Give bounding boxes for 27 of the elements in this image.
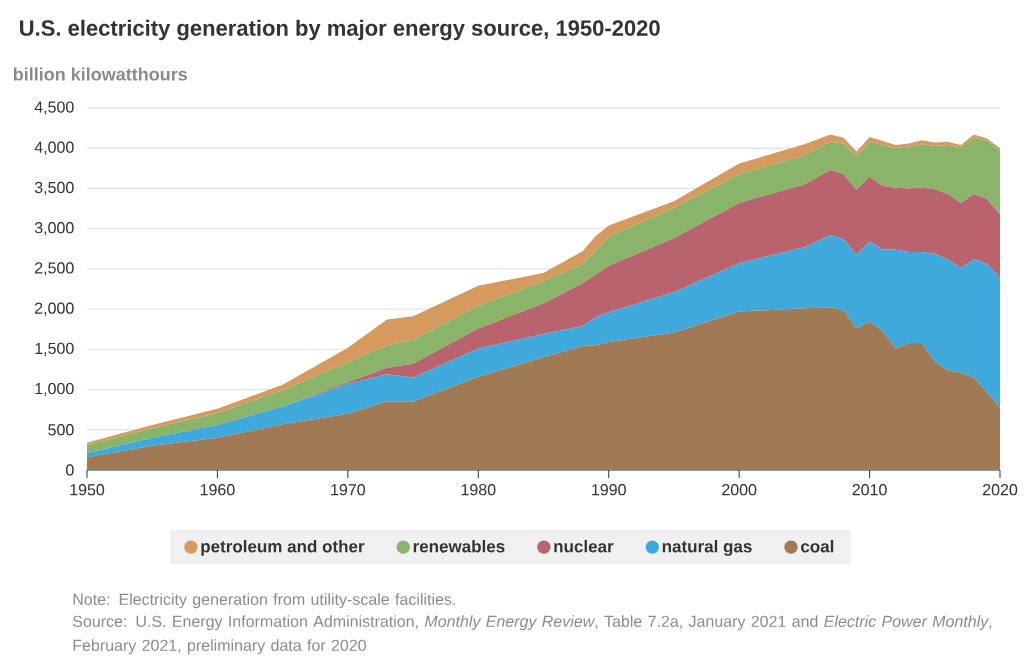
x-tick-label: 1960 [200,484,235,496]
y-tick-label: 500 [48,424,74,436]
x-tick-label: 2000 [722,484,757,496]
text: Source: U.S. Energy Information Administration, Monthly Energy Review, Table 7.2a, January 2021 and Electric Power Monthly, February 2021, preliminary data for 2020 [73,615,992,655]
legend-label: renewables [413,539,505,553]
y-tick-label: 4,500 [34,101,74,115]
legend-label: coal [801,539,834,553]
y-tick-label: 2,500 [35,262,74,276]
x-tick-label: 1990 [592,484,626,496]
y-tick-label: 1,000 [35,382,74,397]
y-tick-label: 1,500 [35,342,74,356]
y-tick-label: 4,000 [34,141,74,155]
legend-label: natural gas [662,539,752,556]
chart-title: U.S. electricity generation by major energy source, 1950-2020 [20,19,660,41]
y-tick-label: 2,000 [35,302,74,316]
y-axis-title: billion kilowatthours [13,67,187,81]
x-tick-label: 1970 [331,484,366,496]
x-tick-label: 2010 [852,484,887,496]
x-tick-label: 1950 [70,484,105,496]
text: Note: Electricity generation from utility-scale facilities. [73,593,455,609]
legend-label: nuclear [554,539,614,553]
y-tick-label: 3,500 [34,181,74,196]
y-tick-label: 3,000 [34,222,74,236]
legend-label: petroleum and other [201,539,365,556]
y-tick-label: 0 [66,464,74,476]
x-tick-label: 1980 [461,484,496,496]
x-tick-label: 2020 [983,484,1018,496]
